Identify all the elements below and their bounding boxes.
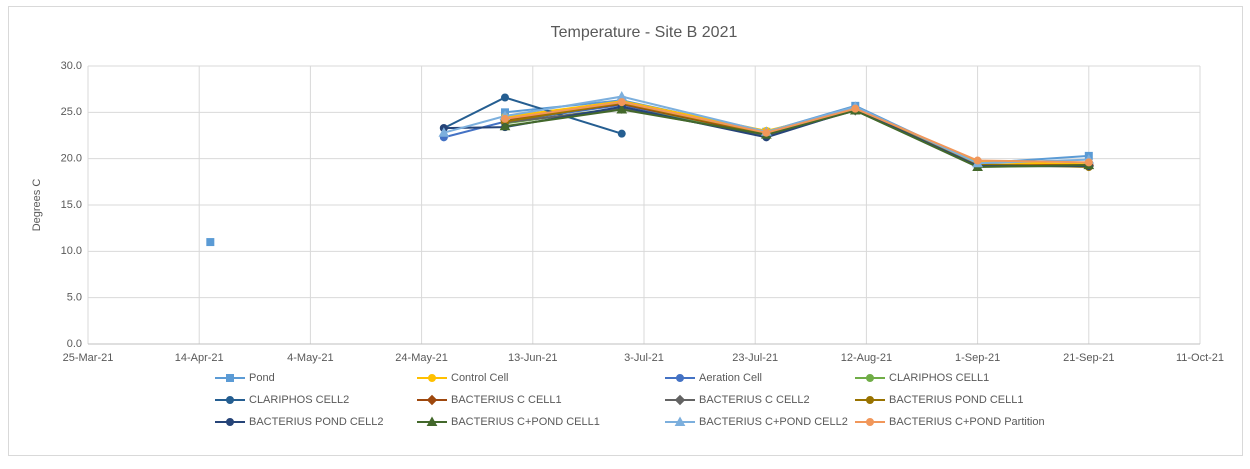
marker	[866, 396, 874, 404]
marker	[762, 128, 771, 137]
marker	[866, 374, 874, 382]
marker	[426, 394, 438, 406]
x-tick-label: 3-Jul-21	[624, 352, 664, 364]
x-tick-label: 4-May-21	[287, 352, 333, 364]
x-tick-label: 23-Jul-21	[732, 352, 778, 364]
series-line	[504, 108, 1089, 169]
marker	[428, 374, 436, 382]
legend-label: Aeration Cell	[699, 372, 762, 384]
marker	[674, 416, 686, 426]
legend-label: BACTERIUS C CELL1	[451, 394, 562, 406]
marker	[226, 374, 234, 382]
legend-label: CLARIPHOS CELL2	[249, 394, 349, 406]
marker	[617, 129, 626, 138]
marker	[226, 396, 234, 404]
marker	[1084, 158, 1093, 167]
y-tick-label: 5.0	[67, 292, 82, 304]
marker	[616, 104, 628, 114]
marker	[499, 120, 511, 131]
legend-label: BACTERIUS C+POND Partition	[889, 416, 1045, 428]
marker	[674, 394, 686, 406]
legend-label: BACTERIUS C CELL2	[699, 394, 810, 406]
legend-label: Control Cell	[451, 372, 508, 384]
marker	[866, 418, 874, 426]
y-tick-label: 10.0	[61, 245, 82, 257]
legend-label: CLARIPHOS CELL1	[889, 372, 989, 384]
y-tick-label: 20.0	[61, 153, 82, 165]
marker	[501, 114, 509, 123]
x-tick-label: 13-Jun-21	[508, 352, 558, 364]
x-tick-label: 11-Oct-21	[1176, 352, 1224, 364]
marker	[676, 374, 684, 382]
y-axis-label: Degrees C	[31, 179, 43, 232]
x-tick-label: 25-Mar-21	[63, 352, 114, 364]
x-tick-label: 24-May-21	[395, 352, 448, 364]
chart-border	[8, 6, 1243, 456]
legend-label: BACTERIUS C+POND CELL2	[699, 416, 848, 428]
y-tick-label: 0.0	[67, 338, 82, 350]
marker	[973, 156, 982, 165]
chart-title: Temperature - Site B 2021	[551, 24, 738, 41]
marker	[226, 418, 234, 426]
x-tick-label: 1-Sep-21	[955, 352, 1000, 364]
legend-label: BACTERIUS POND CELL2	[249, 416, 383, 428]
marker	[438, 127, 450, 137]
marker	[501, 93, 509, 102]
y-tick-label: 15.0	[61, 199, 82, 211]
x-tick-label: 21-Sep-21	[1063, 352, 1114, 364]
marker	[206, 238, 215, 247]
legend-label: BACTERIUS POND CELL1	[889, 394, 1023, 406]
x-tick-label: 12-Aug-21	[841, 352, 892, 364]
series-line	[504, 101, 1089, 164]
legend-label: Pond	[249, 372, 275, 384]
legend-label: BACTERIUS C+POND CELL1	[451, 416, 600, 428]
y-tick-label: 25.0	[61, 106, 82, 118]
x-tick-label: 14-Apr-21	[175, 352, 224, 364]
marker	[851, 104, 860, 113]
marker	[617, 98, 626, 107]
y-tick-label: 30.0	[61, 60, 82, 72]
marker	[426, 416, 438, 426]
